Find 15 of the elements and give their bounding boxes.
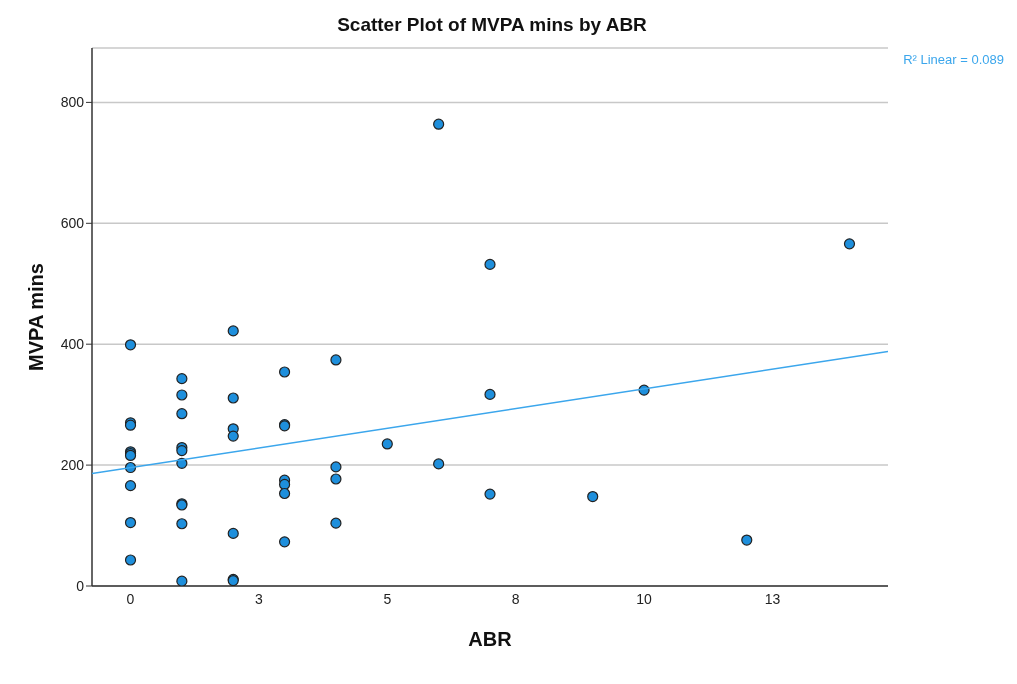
y-tick-label: 600	[60, 215, 85, 232]
y-tick-label: 200	[60, 457, 85, 474]
text: R² Linear = 0.089	[903, 52, 1004, 67]
x-tick-label: 3	[255, 590, 263, 607]
x-tick-label: 13	[764, 590, 781, 607]
y-axis-title: MVPA mins	[25, 263, 48, 371]
x-tick-label: 5	[383, 590, 392, 607]
x-tick-label: 10	[636, 590, 653, 607]
x-axis-title: ABR	[468, 628, 513, 650]
y-tick-label: 800	[60, 94, 85, 111]
x-tick-label: 0	[126, 590, 135, 607]
y-tick-label: 0	[76, 577, 85, 594]
chart-title: Scatter Plot of MVPA mins by ABR	[336, 14, 648, 36]
x-tick-label: 8	[511, 590, 520, 607]
y-tick-label: 400	[60, 336, 85, 353]
